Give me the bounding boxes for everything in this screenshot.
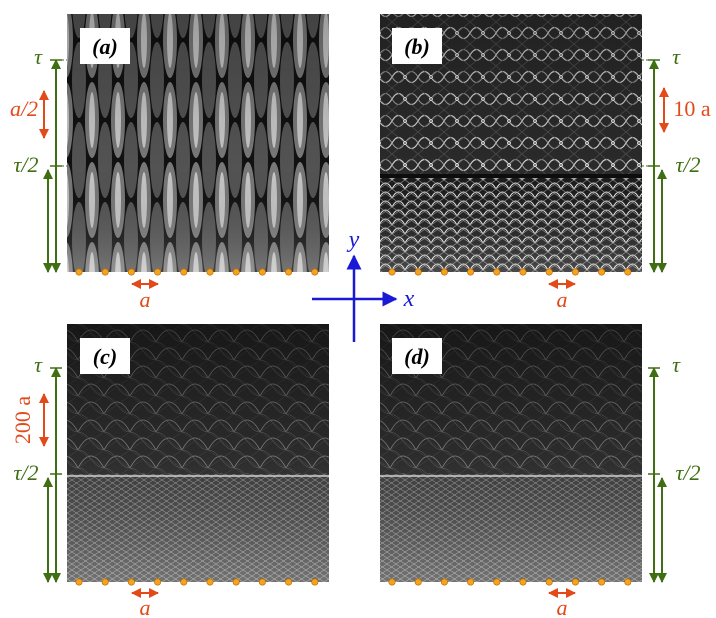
svg-text:τ: τ [34, 352, 43, 377]
grating-slit-dot [101, 268, 109, 276]
svg-text:(a): (a) [92, 34, 118, 59]
panel-d-period-bracket: τ τ/2 [648, 352, 701, 583]
grating-slit-dot [624, 268, 632, 276]
grating-slit-dot [311, 578, 319, 586]
grating-slit-dot [154, 578, 162, 586]
svg-text:(b): (b) [404, 34, 430, 59]
grating-slit-dot [75, 578, 83, 586]
svg-text:τ/2: τ/2 [676, 460, 701, 485]
svg-text:a: a [140, 595, 151, 618]
panel-c-image [67, 324, 329, 582]
svg-text:a/2: a/2 [10, 96, 38, 121]
svg-text:(d): (d) [404, 344, 430, 369]
grating-slit-dot [493, 268, 501, 276]
grating-slit-dot [624, 578, 632, 586]
grating-slit-dot [180, 578, 188, 586]
svg-text:τ/2: τ/2 [676, 152, 701, 177]
grating-slit-dot [285, 268, 293, 276]
panel-c-tag: (c) [80, 338, 130, 374]
grating-dots [75, 268, 632, 586]
grating-slit-dot [571, 268, 579, 276]
svg-text:a: a [557, 595, 568, 618]
panel-a-period-bracket: τ τ/2 a/2 [10, 44, 67, 273]
y-axis-label: y [347, 227, 360, 253]
panel-b-period-bracket: τ τ/2 10 a [642, 44, 711, 273]
panel-b-tag: (b) [392, 28, 442, 64]
grating-slit-dot [154, 268, 162, 276]
grating-slit-dot [258, 578, 266, 586]
svg-text:200 a: 200 a [10, 396, 35, 445]
grating-slit-dot [519, 268, 527, 276]
svg-text:(c): (c) [93, 344, 117, 369]
panel-c-grating-period: a [131, 588, 159, 618]
grating-slit-dot [388, 578, 396, 586]
panel-c-period-bracket: τ τ/2 200 a [10, 352, 62, 583]
svg-text:a: a [140, 287, 151, 312]
xy-axes: x y [312, 227, 415, 342]
grating-slit-dot [493, 578, 501, 586]
grating-slit-dot [467, 578, 475, 586]
grating-slit-dot [440, 578, 448, 586]
grating-slit-dot [75, 268, 83, 276]
grating-slit-dot [232, 268, 240, 276]
grating-slit-dot [232, 578, 240, 586]
grating-slit-dot [258, 268, 266, 276]
svg-text:τ: τ [672, 44, 681, 69]
grating-slit-dot [467, 268, 475, 276]
grating-slit-dot [414, 268, 422, 276]
grating-slit-dot [127, 268, 135, 276]
x-axis-label: x [403, 286, 415, 312]
grating-slit-dot [388, 268, 396, 276]
panel-b-grating-period: a [548, 279, 576, 312]
svg-text:τ: τ [34, 44, 43, 69]
grating-slit-dot [598, 268, 606, 276]
panel-d-tag: (d) [392, 338, 442, 374]
grating-slit-dot [311, 268, 319, 276]
grating-slit-dot [598, 578, 606, 586]
panel-d-grating-period: a [548, 588, 576, 618]
grating-slit-dot [127, 578, 135, 586]
grating-slit-dot [571, 578, 579, 586]
grating-slit-dot [206, 268, 214, 276]
svg-text:τ/2: τ/2 [14, 460, 39, 485]
grating-slit-dot [180, 268, 188, 276]
grating-slit-dot [206, 578, 214, 586]
panel-a-tag: (a) [80, 28, 130, 64]
panel-a-grating-period: a [131, 279, 159, 312]
grating-slit-dot [519, 578, 527, 586]
grating-slit-dot [414, 578, 422, 586]
grating-slit-dot [101, 578, 109, 586]
svg-text:τ/2: τ/2 [14, 152, 39, 177]
grating-slit-dot [545, 578, 553, 586]
svg-text:10 a: 10 a [673, 96, 711, 121]
grating-slit-dot [545, 268, 553, 276]
svg-text:a: a [557, 287, 568, 312]
svg-text:τ: τ [672, 352, 681, 377]
grating-slit-dot [285, 578, 293, 586]
grating-slit-dot [440, 268, 448, 276]
